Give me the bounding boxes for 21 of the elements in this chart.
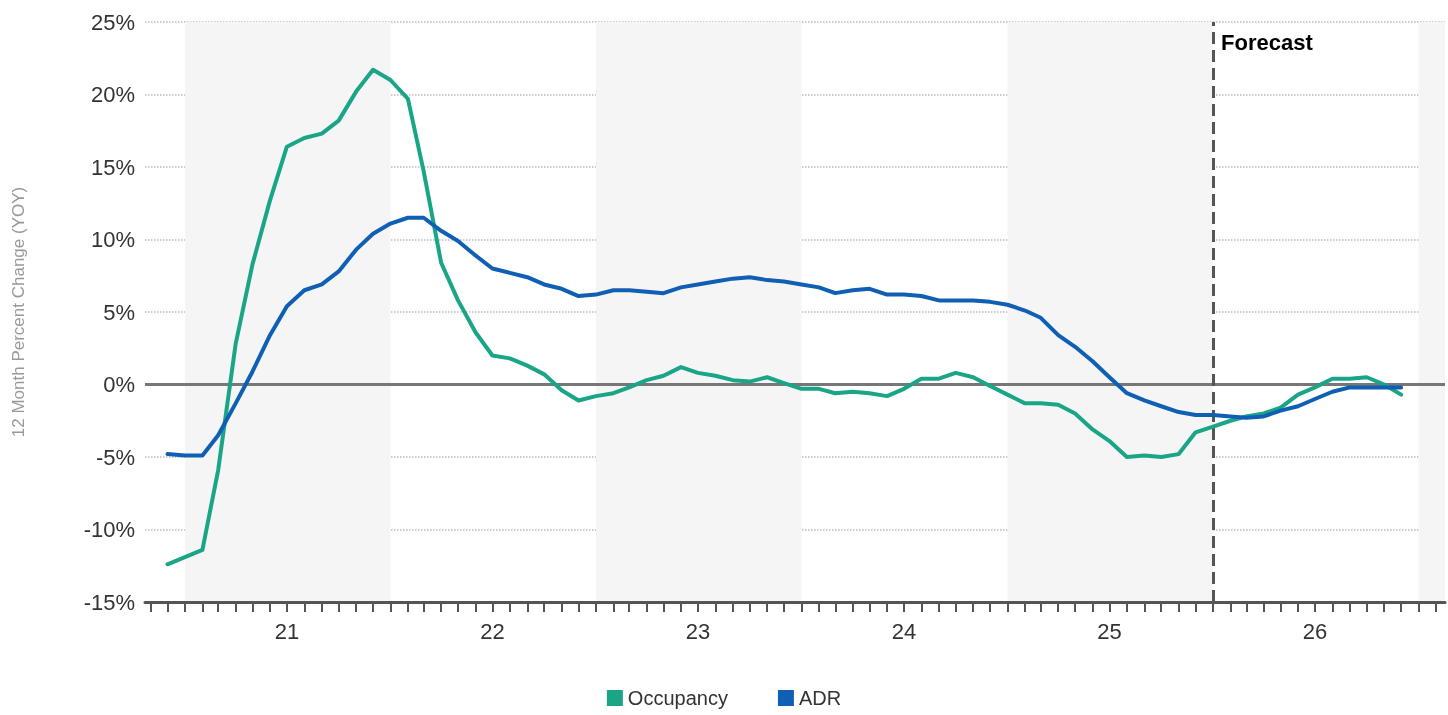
x-tick-label: 21 <box>274 618 300 644</box>
legend-label: ADR <box>798 687 842 709</box>
ref-line-label: Forecast <box>1221 29 1314 55</box>
y-tick-label: 5% <box>103 299 135 325</box>
y-axis-title: 12 Month Percent Change (YOY) <box>9 186 28 438</box>
y-tick-label: 0% <box>103 372 135 397</box>
x-tick-label: 25 <box>1097 618 1122 644</box>
y-tick-label: 10% <box>90 227 135 252</box>
line-series <box>165 215 1404 458</box>
y-tick-label: -10% <box>83 517 135 542</box>
y-tick-label: -5% <box>95 444 135 470</box>
x-tick-label: 22 <box>480 618 505 644</box>
y-tick-label: 25% <box>90 9 135 35</box>
x-tick-label: 26 <box>1302 618 1328 644</box>
y-tick-label: 20% <box>90 82 135 107</box>
line-series <box>165 67 1404 567</box>
x-tick-label: 24 <box>891 618 917 644</box>
x-tick-label: 23 <box>685 618 711 644</box>
legend-label: Occupancy <box>627 687 728 709</box>
y-tick-label: -15% <box>83 589 135 615</box>
y-tick-label: 15% <box>90 154 135 180</box>
